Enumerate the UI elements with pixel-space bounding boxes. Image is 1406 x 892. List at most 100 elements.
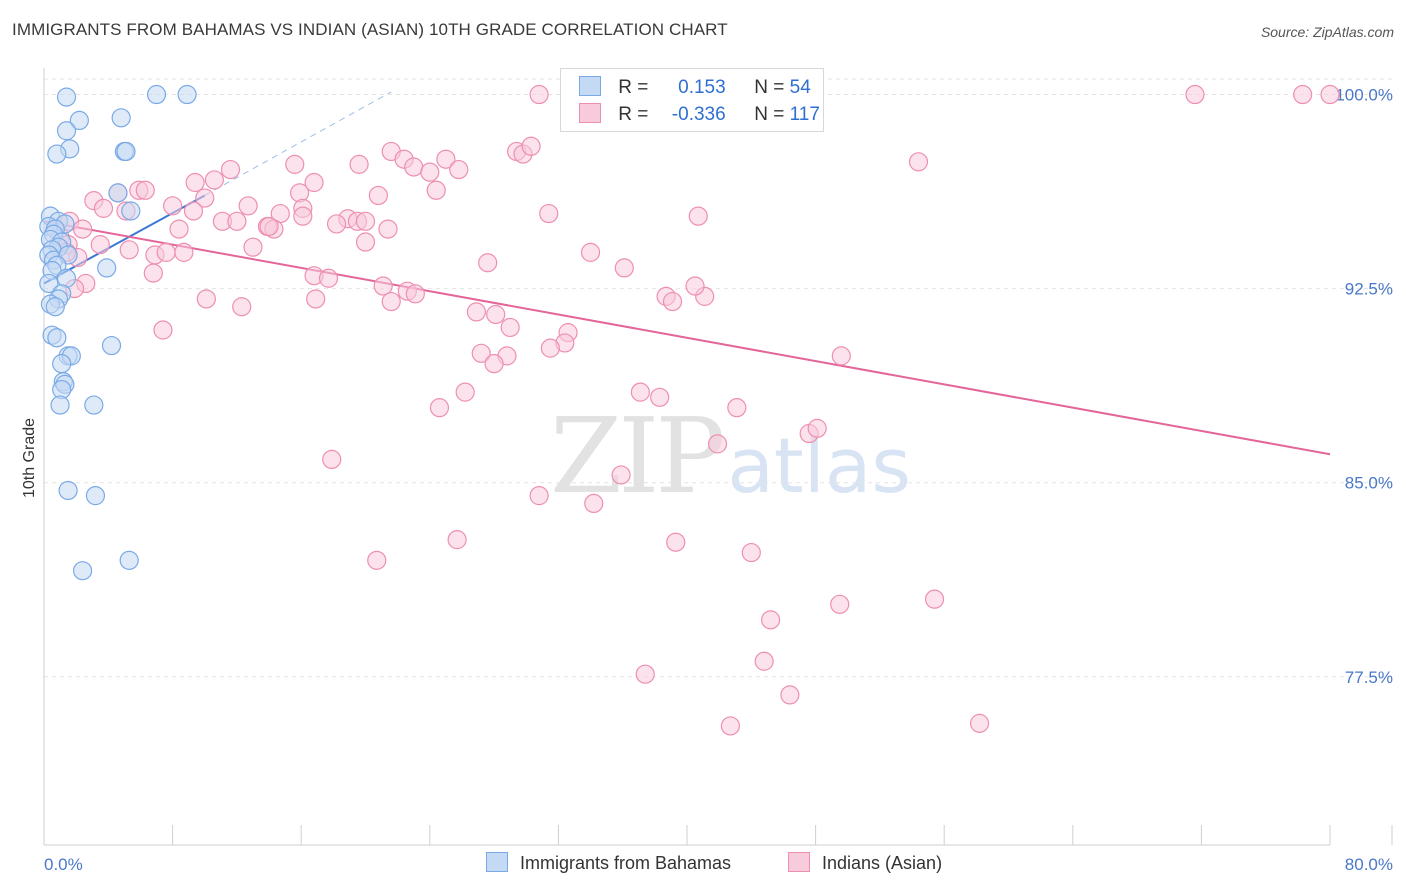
data-point-indians (449, 159, 469, 180)
data-point-indians (650, 387, 670, 407)
watermark: ZIPatlas (550, 395, 911, 517)
data-point-indians (924, 589, 945, 609)
trend-lines (43, 91, 1331, 456)
trend-extension-0 (204, 91, 392, 196)
y-tick-labels: 100.0% 92.5% 85.0% 77.5% (1335, 86, 1393, 687)
data-point-indians (447, 530, 467, 550)
legend-row-bahamas: R = 0.153 N = 54 (579, 76, 811, 98)
x-tick-label: 80.0% (1345, 855, 1393, 874)
watermark-zip: ZIP (550, 395, 725, 517)
data-point-indians (367, 550, 387, 570)
data-point-bahamas (146, 84, 167, 105)
data-point-indians (293, 206, 313, 226)
data-point-indians (471, 343, 491, 363)
r-label: R = (618, 104, 649, 125)
data-point-bahamas (85, 486, 106, 506)
data-point-indians (285, 154, 305, 174)
data-point-bahamas (101, 335, 122, 356)
data-point-indians (478, 253, 498, 273)
data-point-indians (90, 235, 110, 255)
data-point-indians (908, 152, 929, 172)
data-point-indians (135, 180, 155, 200)
data-point-indians (540, 338, 560, 358)
data-point-indians (455, 382, 475, 402)
swatch-bahamas (486, 852, 508, 872)
data-point-indians (169, 219, 189, 239)
data-point-indians (429, 398, 450, 418)
data-point-indians (381, 291, 401, 312)
data-point-indians (355, 232, 376, 252)
data-point-indians (243, 237, 263, 257)
data-point-indians (93, 198, 114, 218)
data-point-bahamas (50, 395, 70, 415)
n-value-bahamas: 54 (789, 77, 811, 98)
data-point-indians (405, 284, 425, 304)
data-point-indians (1185, 84, 1205, 105)
data-point-indians (404, 157, 424, 177)
y-axis-label: 10th Grade (21, 418, 38, 498)
data-point-indians (614, 258, 634, 278)
data-point-bahamas (52, 354, 72, 374)
data-point-bahamas (177, 84, 197, 105)
data-point-indians (220, 159, 241, 180)
data-point-indians (662, 291, 683, 312)
data-point-indians (1293, 84, 1313, 105)
data-point-indians (368, 185, 388, 206)
y-tick-label: 85.0% (1345, 474, 1393, 493)
data-point-bahamas (97, 258, 117, 278)
data-point-indians (195, 188, 215, 208)
data-point-indians (529, 84, 549, 105)
data-point-bahamas (47, 328, 67, 348)
data-point-indians (500, 317, 520, 338)
x-tick-labels: 0.0% 80.0% (44, 855, 1393, 874)
y-tick-label: 92.5% (1345, 280, 1393, 299)
data-point-indians (521, 136, 541, 156)
data-point-bahamas (116, 141, 136, 162)
n-value-indians: 117 (789, 104, 820, 125)
data-point-indians (156, 242, 176, 262)
data-point-indians (119, 240, 139, 260)
bottom-legend-indians: Indians (Asian) (788, 852, 942, 874)
data-point-indians (969, 713, 990, 733)
data-point-bahamas (108, 183, 128, 203)
legend-label-indians: Indians (Asian) (822, 853, 943, 873)
data-point-bahamas (39, 273, 59, 294)
data-points (39, 84, 1340, 736)
data-point-indians (720, 716, 741, 736)
data-point-indians (183, 201, 204, 221)
data-point-indians (727, 398, 747, 418)
y-tick-label: 77.5% (1345, 668, 1393, 687)
data-point-indians (635, 664, 655, 684)
data-point-indians (232, 297, 252, 317)
data-point-bahamas (121, 201, 141, 221)
data-point-bahamas (69, 110, 89, 131)
data-point-indians (238, 196, 258, 216)
chart-title: IMMIGRANTS FROM BAHAMAS VS INDIAN (ASIAN… (12, 20, 728, 39)
axes (43, 68, 1393, 846)
swatch-indians (579, 103, 601, 123)
data-point-indians (486, 304, 506, 325)
data-point-indians (174, 242, 194, 262)
data-point-indians (529, 486, 549, 506)
data-point-indians (289, 183, 310, 203)
data-point-indians (436, 149, 456, 169)
data-point-indians (666, 532, 686, 552)
data-point-bahamas (56, 87, 77, 107)
trend-line-1 (43, 220, 1331, 456)
data-point-bahamas (111, 108, 131, 128)
bottom-legend-bahamas: Immigrants from Bahamas (486, 852, 731, 874)
data-point-bahamas (45, 297, 65, 317)
data-point-indians (580, 242, 601, 262)
data-point-indians (466, 302, 487, 322)
data-point-indians (780, 685, 800, 705)
data-point-indians (539, 203, 559, 224)
data-point-indians (685, 276, 705, 296)
data-point-indians (163, 196, 183, 216)
r-label: R = (618, 77, 649, 98)
stats-legend: R = 0.153 N = 54 R = -0.336 N = 117 (560, 68, 824, 132)
data-point-indians (326, 214, 347, 234)
data-point-bahamas (84, 395, 104, 415)
data-point-indians (355, 211, 376, 231)
data-point-indians (196, 289, 216, 309)
